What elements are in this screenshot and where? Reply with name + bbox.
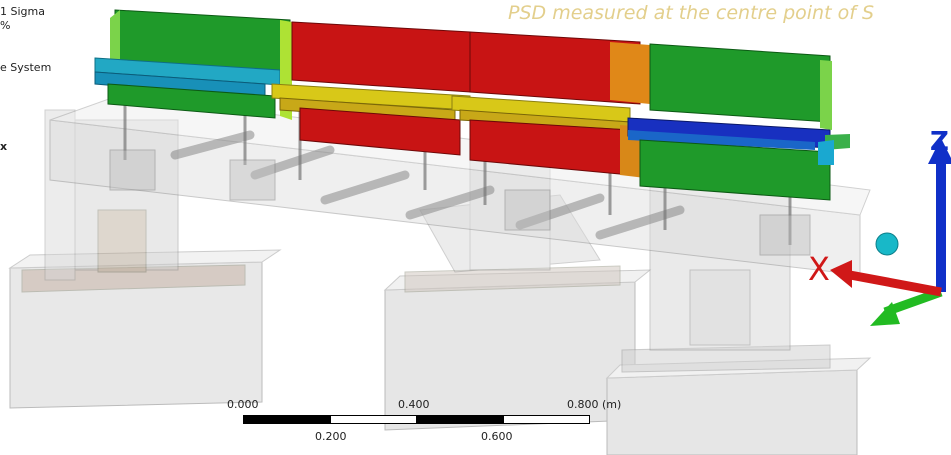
base-plate-left (21, 264, 246, 293)
base-plate-right (621, 344, 831, 373)
z-axis-arrow (928, 138, 951, 292)
scale-tick-top-1: 0.400 (398, 398, 430, 411)
fastening-rods (170, 130, 685, 240)
scale-segment-3 (416, 415, 504, 424)
scale-segment-4 (503, 415, 590, 424)
scale-segment-2 (330, 415, 417, 424)
concrete-block-right (605, 357, 872, 455)
legend-percent-label: % (0, 19, 11, 32)
axis-triad[interactable]: Z X (800, 120, 951, 340)
x-axis-arrow (830, 260, 942, 297)
legend-sigma-label: 1 Sigma (0, 5, 45, 18)
scale-bar: 0.000 0.400 0.800 (m) 0.200 0.600 (227, 398, 625, 448)
legend-max-label: x (0, 140, 8, 153)
base-plate-middle (404, 265, 621, 293)
viewport-caption: PSD measured at the centre point of S (508, 2, 875, 24)
concrete-block-left (8, 249, 282, 409)
scale-tick-bottom-0: 0.200 (315, 430, 347, 443)
scale-segment-1 (243, 415, 331, 424)
origin-sphere-icon (875, 232, 899, 256)
z-axis-label: Z (930, 127, 949, 157)
scale-tick-bottom-1: 0.600 (481, 430, 513, 443)
scale-tick-top-2: 0.800 (m) (567, 398, 622, 411)
legend-coordinate-system-label: e System (0, 61, 52, 74)
x-axis-label: X (808, 250, 830, 288)
scale-tick-top-0: 0.000 (227, 398, 259, 411)
rail-clips (109, 149, 811, 256)
rail-segment-1 (94, 9, 292, 120)
rail-segment-3 (451, 31, 650, 178)
rail-segment-2 (271, 21, 471, 156)
rail-segment-4 (627, 43, 850, 201)
y-axis-arrow (870, 287, 943, 326)
support-pedestal-left (44, 109, 179, 281)
